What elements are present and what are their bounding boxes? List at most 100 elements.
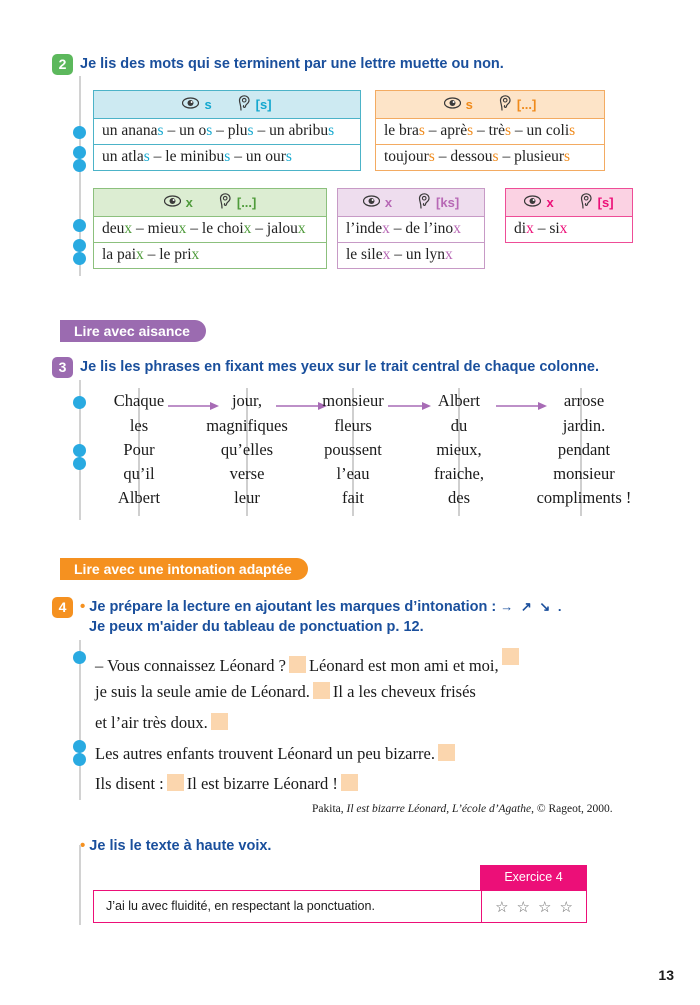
star-icon[interactable]: ☆ bbox=[538, 898, 552, 916]
bullet-dot-icon: • bbox=[80, 598, 86, 615]
column-fixation-tick bbox=[352, 388, 354, 516]
flow-arrow bbox=[496, 400, 548, 412]
intonation-slot[interactable] bbox=[501, 648, 519, 665]
intonation-slot[interactable] bbox=[312, 682, 330, 699]
word-box-header: x [...] bbox=[94, 189, 326, 216]
intonation-slot[interactable] bbox=[288, 656, 306, 673]
flow-arrow bbox=[388, 400, 432, 412]
intonation-slot[interactable] bbox=[340, 774, 358, 791]
intonation-slot[interactable] bbox=[210, 713, 228, 730]
column-word: qu’il bbox=[123, 464, 155, 483]
column-word: mieux, bbox=[436, 440, 482, 459]
reading-text-fragment: et l’air très doux. bbox=[95, 713, 208, 732]
ear-sound-pair: [s] bbox=[580, 193, 614, 212]
column-word: Pour bbox=[123, 440, 155, 459]
ear-sound: [s] bbox=[255, 97, 272, 112]
star-icon[interactable]: ☆ bbox=[516, 898, 530, 916]
eye-icon bbox=[182, 97, 200, 112]
column-word: fraiche, bbox=[434, 464, 484, 483]
ear-icon bbox=[238, 95, 251, 114]
level-marker-double-ex2b bbox=[73, 239, 86, 265]
credit-rest: , © Rageot, 2000. bbox=[531, 803, 613, 815]
column-reading-grid: Chaque les Pour qu’il Albert jour, magni… bbox=[80, 388, 660, 516]
ear-sound: [...] bbox=[516, 97, 537, 112]
level-marker-single-ex4 bbox=[73, 651, 86, 664]
ear-sound: [...] bbox=[236, 195, 257, 210]
reading-text-fragment: Les autres enfants trouvent Léonard un p… bbox=[95, 744, 435, 763]
word-row: toujours – dessous – plusieurs bbox=[376, 144, 604, 170]
column-word: Chaque bbox=[113, 391, 165, 410]
word-row: la paix – le prix bbox=[94, 242, 326, 268]
word-box-header: s [...] bbox=[376, 91, 604, 118]
star-icon[interactable]: ☆ bbox=[559, 898, 573, 916]
reading-text-line-4: Les autres enfants trouvent Léonard un p… bbox=[95, 744, 458, 764]
level-marker-single-ex2b bbox=[73, 219, 86, 232]
self-eval-row: J’ai lu avec fluidité, en respectant la … bbox=[93, 890, 587, 923]
star-icon[interactable]: ☆ bbox=[495, 898, 509, 916]
ear-icon bbox=[580, 193, 593, 212]
exercise-4-instruction-line1: Je prépare la lecture en ajoutant les ma… bbox=[89, 599, 497, 615]
column-word: monsieur bbox=[322, 391, 384, 410]
exercise-4-subtask: • Je lis le texte à haute voix. bbox=[80, 836, 580, 857]
eye-letter-pair: s bbox=[182, 97, 212, 112]
exercise-number-badge-2: 2 bbox=[52, 54, 73, 75]
column-word: monsieur bbox=[553, 464, 615, 483]
column-word: qu’elles bbox=[220, 440, 274, 459]
exercise-number-badge-4: 4 bbox=[52, 597, 73, 618]
word-box-s-pronounced: s [...] le bras – après – très – un coli… bbox=[375, 90, 605, 171]
exercise-4-subtask-label: Je lis le texte à haute voix. bbox=[89, 838, 272, 854]
word-box-x-s: x [s] dix – six bbox=[505, 188, 633, 243]
self-eval-criterion: J’ai lu avec fluidité, en respectant la … bbox=[106, 899, 375, 913]
self-eval-header: Exercice 4 bbox=[480, 865, 587, 890]
exercise-4-instruction-line2: Je peux m'aider du tableau de ponctuatio… bbox=[89, 618, 424, 635]
word-row: deux – mieux – le choix – jaloux bbox=[94, 216, 326, 242]
column-word: les bbox=[129, 416, 149, 435]
self-eval-star-rating[interactable]: ☆ ☆ ☆ ☆ bbox=[481, 891, 586, 922]
credit-title: Il est bizarre Léonard, L’école d’Agathe bbox=[346, 803, 532, 815]
column-word: fleurs bbox=[334, 416, 372, 435]
level-marker-double-ex3 bbox=[73, 444, 86, 470]
word-row: dix – six bbox=[506, 216, 632, 242]
section-banner-aisance: Lire avec aisance bbox=[60, 320, 206, 342]
column-word: verse bbox=[229, 464, 265, 483]
word-box-s-silent: s [s] un ananas – un os – plus – un abri… bbox=[93, 90, 361, 171]
reading-text-line-2: je suis la seule amie de Léonard. Il a le… bbox=[95, 682, 476, 702]
column-word: magnifiques bbox=[206, 416, 288, 435]
level-marker-double-ex4 bbox=[73, 740, 86, 766]
eye-icon bbox=[524, 195, 542, 210]
eye-icon bbox=[362, 195, 380, 210]
intonation-slot[interactable] bbox=[166, 774, 184, 791]
eye-letter-pair: x bbox=[362, 195, 393, 210]
intonation-slot[interactable] bbox=[437, 744, 455, 761]
reading-text-line-3: et l’air très doux. bbox=[95, 713, 231, 733]
eye-letter-pair: x bbox=[524, 195, 554, 210]
ear-icon bbox=[418, 193, 431, 212]
intonation-marks: → ↗ ↘ . bbox=[500, 599, 564, 614]
column-word: des bbox=[448, 488, 470, 507]
ear-sound: [ks] bbox=[436, 195, 460, 210]
rail-line-ex4 bbox=[79, 640, 81, 800]
ear-sound-pair: [...] bbox=[219, 193, 257, 212]
level-marker-single-ex3 bbox=[73, 396, 86, 409]
column-fixation-tick bbox=[580, 388, 582, 516]
column-word: compliments ! bbox=[536, 488, 632, 507]
exercise-number-badge-3: 3 bbox=[52, 357, 73, 378]
word-box-x-silent: x [...] deux – mieux – le choix – jaloux… bbox=[93, 188, 327, 269]
word-row: un ananas – un os – plus – un abribus bbox=[94, 118, 360, 144]
reading-text-line-1: – Vous connaissez Léonard ? Léonard est m… bbox=[95, 648, 522, 676]
bullet-dot-icon: • bbox=[80, 837, 86, 854]
column-word: l’eau bbox=[336, 464, 370, 483]
column-word: poussent bbox=[324, 440, 382, 459]
exercise-4-instruction: • Je prépare la lecture en ajoutant les … bbox=[80, 597, 650, 637]
column-fixation-tick bbox=[138, 388, 140, 516]
word-box-x-ks: x [ks] l’index – de l’inox le silex – un… bbox=[337, 188, 485, 269]
eye-letter: x bbox=[384, 195, 393, 210]
reading-text-fragment: Il a les cheveux frisés bbox=[332, 682, 476, 701]
word-box-header: x [ks] bbox=[338, 189, 484, 216]
column-word: fait bbox=[342, 488, 364, 507]
column-fixation-tick bbox=[246, 388, 248, 516]
eye-letter: x bbox=[546, 195, 554, 210]
ear-sound-pair: [...] bbox=[499, 95, 537, 114]
section-banner-intonation: Lire avec une intonation adaptée bbox=[60, 558, 308, 580]
